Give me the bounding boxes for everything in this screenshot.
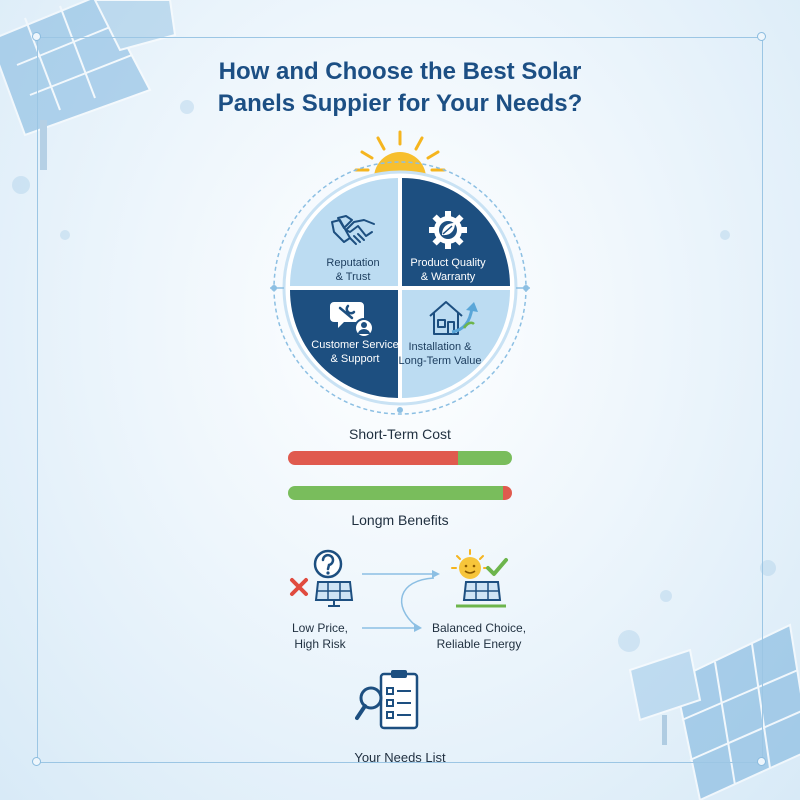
- short-term-cost-bar: [288, 451, 512, 465]
- decor-bubble: [660, 590, 672, 602]
- quadrant-customer-service: [290, 290, 398, 398]
- handshake-icon: [331, 215, 375, 245]
- decor-bubble: [60, 230, 70, 240]
- quadrant-installation: [402, 290, 510, 398]
- quadrant-label-customer-service: Customer Service & Support: [311, 339, 399, 365]
- quadrant-label-reputation: Reputation & Trust: [326, 257, 380, 283]
- decor-bubble: [760, 560, 776, 576]
- solar-panel-decor-bottom-right: [628, 623, 800, 800]
- selection-criteria-circle: [270, 161, 530, 415]
- house-growth-icon: [429, 301, 478, 335]
- frame-left-line: [37, 36, 38, 764]
- question-risk-panel-icon: [290, 549, 354, 607]
- decision-arrows: [362, 570, 440, 632]
- frame-corner-dot: [757, 757, 766, 766]
- title-line-2: Panels Suppier for Your Needs?: [217, 90, 583, 117]
- short-term-cost-green-segment: [458, 451, 512, 465]
- frame-corner-dot: [32, 757, 41, 766]
- page-title: How and Choose the Best Solar Panels Sup…: [150, 56, 650, 120]
- frame-top-line: [36, 37, 764, 38]
- title-line-1: How and Choose the Best Solar: [218, 58, 582, 85]
- frame-corner-dot: [757, 32, 766, 41]
- long-term-benefits-green-segment: [288, 486, 504, 500]
- decor-bubble: [12, 176, 30, 194]
- gear-leaf-icon: [429, 211, 467, 249]
- frame-right-line: [762, 36, 763, 764]
- frame-corner-dot: [32, 32, 41, 41]
- quadrant-label-installation: Installation & Long-Term Value: [398, 341, 482, 367]
- decor-bubble: [180, 100, 194, 114]
- balanced-choice-caption: Balanced Choice, Reliable Energy: [431, 621, 527, 651]
- quadrant-reputation: [290, 178, 398, 286]
- sun-check-panel-icon: [451, 549, 508, 608]
- short-term-cost-red-segment: [288, 451, 459, 465]
- long-term-benefits-bar: [288, 486, 512, 500]
- checklist-magnifier-icon: [355, 670, 419, 730]
- long-term-benefits-red-segment: [503, 486, 512, 500]
- short-term-cost-label: Short-Term Cost: [349, 426, 451, 442]
- decor-bubble: [720, 230, 730, 240]
- decor-bubble: [618, 630, 640, 652]
- support-chat-icon: [330, 302, 374, 338]
- needs-list-label: Your Needs List: [354, 750, 446, 765]
- quadrant-label-product-quality: Product Quality & Warranty: [410, 257, 486, 283]
- long-term-benefits-label: Longm Benefits: [351, 512, 449, 528]
- low-price-high-risk-caption: Low Price, High Risk: [291, 621, 349, 651]
- frame-bottom-line: [36, 762, 764, 763]
